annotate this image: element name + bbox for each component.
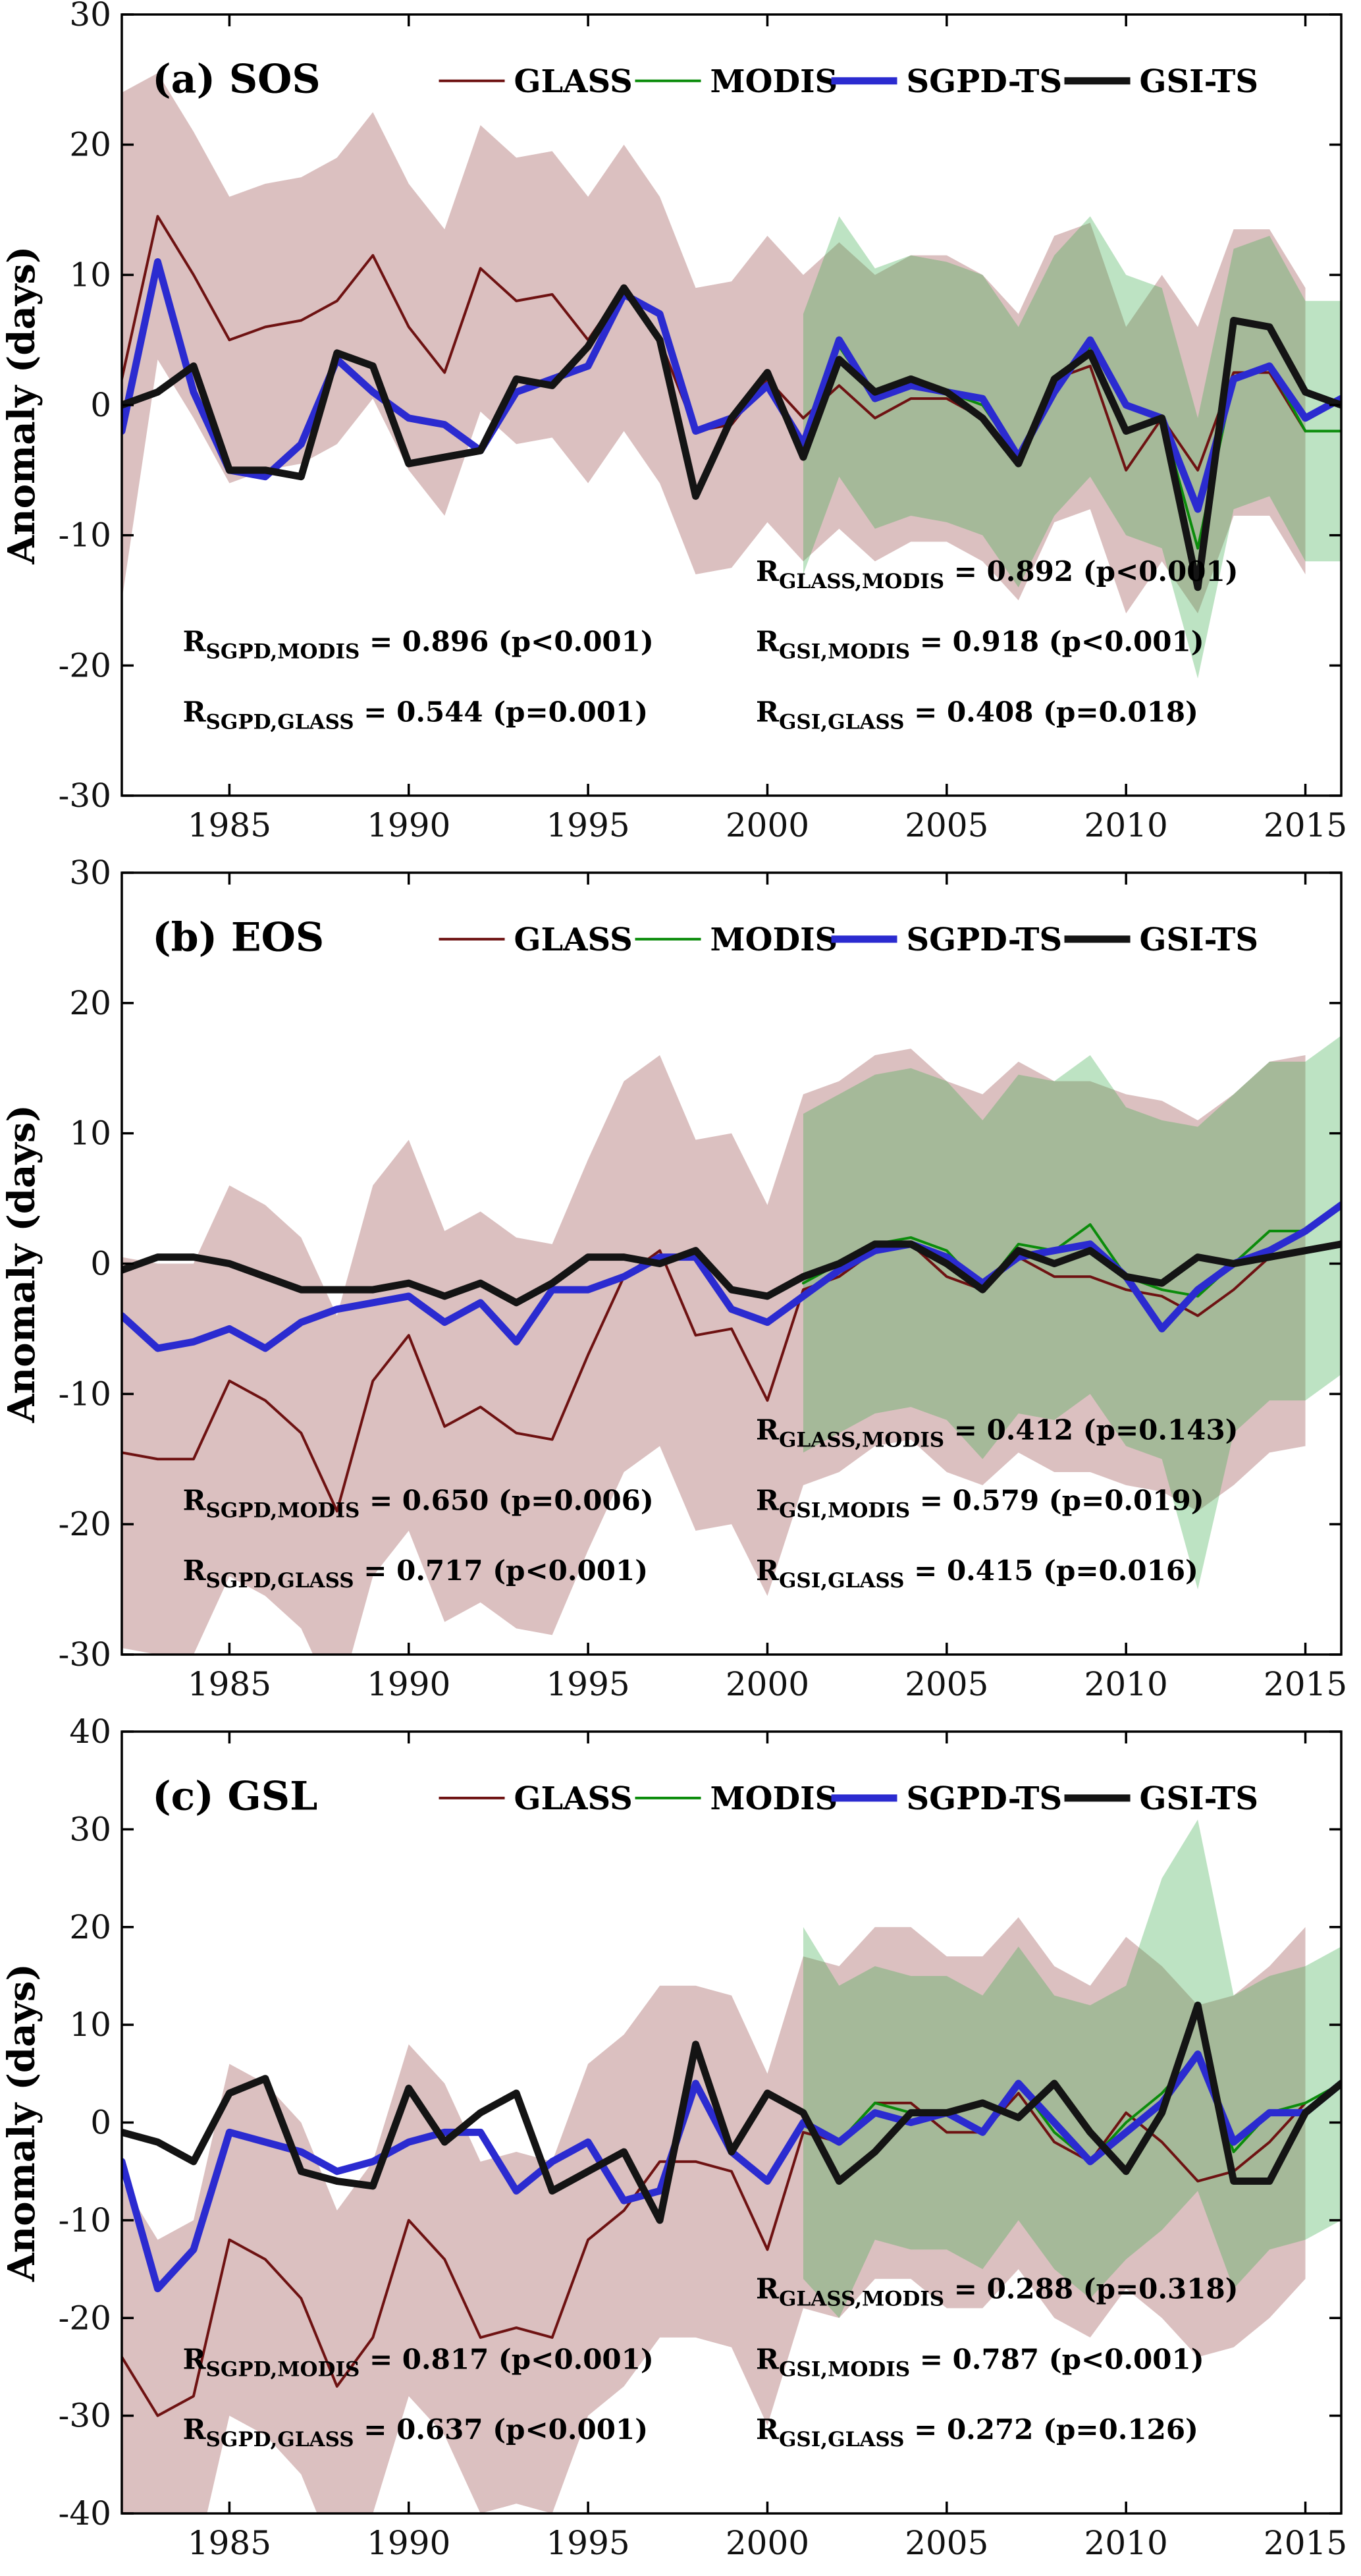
legend-label-gsi-ts: GSI-TS [1140, 1780, 1258, 1817]
x-tick-label: 2000 [726, 806, 809, 844]
panel-title: (c) GSL [152, 1774, 317, 1820]
glass-uncertainty-band [122, 72, 1306, 614]
panel-a-chart: 1985 1990 1995 2000 2005 2010 2015 -30 -20 -10 0 10… [0, 0, 1347, 844]
plot-area [122, 1819, 1341, 2513]
y-tick-label: 0 [90, 1245, 111, 1283]
correlation-annotation-r-sgpd-modis: RSGPD,MODIS = 0.896 (p<0.001) [183, 626, 654, 664]
x-tick-label: 1995 [546, 1665, 629, 1703]
y-axis-label: Anomaly (days) [0, 1963, 43, 2282]
x-tick-label: 2015 [1264, 1665, 1347, 1703]
legend-label-glass: GLASS [514, 1780, 633, 1817]
legend-label-gsi-ts: GSI-TS [1140, 63, 1258, 100]
modis-uncertainty-band [803, 1819, 1341, 2318]
series-line-gsi-ts [122, 284, 1341, 591]
correlation-annotation-r-sgpd-modis: RSGPD,MODIS = 0.817 (p<0.001) [183, 2343, 654, 2381]
x-tick-label: 1990 [367, 2524, 450, 2562]
legend-label-sgpd-ts: SGPD-TS [907, 921, 1063, 958]
panel-b-chart: 1985 1990 1995 2000 2005 2010 2015 -30 -20 -10 0 10… [0, 858, 1347, 1703]
legend-label-modis: MODIS [710, 921, 838, 958]
series-line-glass [122, 1242, 1307, 1513]
y-tick-label: 30 [69, 858, 111, 892]
y-tick-label: -20 [58, 1505, 111, 1543]
panel-b-eos: 1985 1990 1995 2000 2005 2010 2015 -30 -20 -10 0 10… [0, 858, 1361, 1717]
y-tick-label: -10 [58, 2201, 111, 2239]
y-tick-label: -10 [58, 516, 111, 555]
x-tick-label: 2015 [1264, 2524, 1347, 2562]
panel-a-sos: 1985 1990 1995 2000 2005 2010 2015 -30 -20 -10 0 10… [0, 0, 1361, 858]
y-tick-label: 10 [69, 1114, 111, 1153]
legend-label-sgpd-ts: SGPD-TS [907, 63, 1063, 100]
x-tick-label: 1990 [367, 806, 450, 844]
x-tick-label: 2010 [1084, 1665, 1168, 1703]
y-axis-label: Anomaly (days) [0, 1105, 43, 1423]
modis-uncertainty-band [803, 216, 1341, 679]
correlation-annotation-r-gsi-glass: RGSI,GLASS = 0.408 (p=0.018) [756, 696, 1198, 734]
y-tick-label: -10 [58, 1375, 111, 1413]
panel-c-chart: 1985 1990 1995 2000 2005 2010 2015-40-30-20-10… [0, 1717, 1347, 2562]
x-tick-label: 2000 [726, 1665, 809, 1703]
x-tick-label: 1995 [546, 2524, 629, 2562]
y-tick-label: 0 [90, 386, 111, 424]
correlation-annotation-r-sgpd-modis: RSGPD,MODIS = 0.650 (p=0.006) [183, 1484, 654, 1522]
x-tick-label: 2005 [905, 1665, 988, 1703]
legend-label-sgpd-ts: SGPD-TS [907, 1780, 1063, 1817]
series-line-sgpd-ts [122, 1201, 1341, 1352]
series-line-gsi-ts [122, 2001, 1341, 2224]
y-tick-label: -30 [58, 2397, 111, 2435]
panel-c-gsl: 1985 1990 1995 2000 2005 2010 2015 -40 -30 -20 -10… [0, 1717, 1361, 2576]
correlation-annotation-r-gsi-modis: RGSI,MODIS = 0.579 (p=0.019) [756, 1484, 1204, 1522]
legend-label-glass: GLASS [514, 63, 633, 100]
y-tick-label: -30 [58, 1635, 111, 1674]
x-tick-label: 2000 [726, 2524, 809, 2562]
x-tick-label: 2005 [905, 806, 988, 844]
y-tick-label: 10 [69, 2006, 111, 2044]
legend-label-modis: MODIS [710, 63, 838, 100]
correlation-annotation-r-sgpd-glass: RSGPD,GLASS = 0.717 (p<0.001) [183, 1554, 648, 1593]
x-tick-label: 1985 [188, 2524, 271, 2562]
x-tick-label: 1995 [546, 806, 629, 844]
y-tick-label: -20 [58, 2299, 111, 2337]
correlation-annotation-r-gsi-glass: RGSI,GLASS = 0.415 (p=0.016) [756, 1554, 1198, 1593]
legend-label-modis: MODIS [710, 1780, 838, 1817]
x-tick-label: 2010 [1084, 2524, 1168, 2562]
modis-uncertainty-band [803, 1035, 1341, 1590]
glass-uncertainty-band [122, 1049, 1306, 1655]
y-tick-label: 30 [69, 1810, 111, 1848]
correlation-annotation-r-glass-modis: RGLASS,MODIS = 0.412 (p=0.143) [756, 1414, 1239, 1452]
y-axis-label: Anomaly (days) [0, 246, 43, 565]
correlation-annotation-r-gsi-modis: RGSI,MODIS = 0.918 (p<0.001) [756, 626, 1204, 664]
correlation-annotation-r-sgpd-glass: RSGPD,GLASS = 0.544 (p=0.001) [183, 696, 648, 734]
legend-label-gsi-ts: GSI-TS [1140, 921, 1258, 958]
plot-area [122, 1035, 1341, 1655]
y-tick-label: -20 [58, 646, 111, 684]
x-tick-label: 2005 [905, 2524, 988, 2562]
series-line-gsi-ts [122, 1240, 1341, 1307]
y-tick-label: 20 [69, 984, 111, 1022]
correlation-annotation-r-gsi-modis: RGSI,MODIS = 0.787 (p<0.001) [756, 2343, 1204, 2381]
y-tick-label: 0 [90, 2104, 111, 2142]
x-tick-label: 2015 [1264, 806, 1347, 844]
legend-label-glass: GLASS [514, 921, 633, 958]
y-tick-label: -40 [58, 2494, 111, 2533]
y-tick-label: 40 [69, 1717, 111, 1751]
y-tick-label: 20 [69, 126, 111, 164]
glass-uncertainty-band [122, 1917, 1306, 2513]
correlation-annotation-r-glass-modis: RGLASS,MODIS = 0.892 (p<0.001) [756, 555, 1239, 593]
y-tick-label: 20 [69, 1908, 111, 1946]
correlation-annotation-r-glass-modis: RGLASS,MODIS = 0.288 (p=0.318) [756, 2273, 1239, 2311]
x-tick-label: 2010 [1084, 806, 1168, 844]
y-tick-label: 10 [69, 256, 111, 294]
plot-area [122, 72, 1341, 679]
y-tick-label: -30 [58, 777, 111, 815]
panel-title: (b) EOS [152, 915, 324, 961]
panel-title: (a) SOS [152, 57, 320, 103]
x-tick-label: 1985 [188, 806, 271, 844]
y-tick-label: 30 [69, 0, 111, 34]
x-tick-label: 1990 [367, 1665, 450, 1703]
correlation-annotation-r-gsi-glass: RGSI,GLASS = 0.272 (p=0.126) [756, 2413, 1198, 2452]
x-tick-label: 1985 [188, 1665, 271, 1703]
series-line-glass [122, 2091, 1307, 2417]
correlation-annotation-r-sgpd-glass: RSGPD,GLASS = 0.637 (p<0.001) [183, 2413, 648, 2452]
